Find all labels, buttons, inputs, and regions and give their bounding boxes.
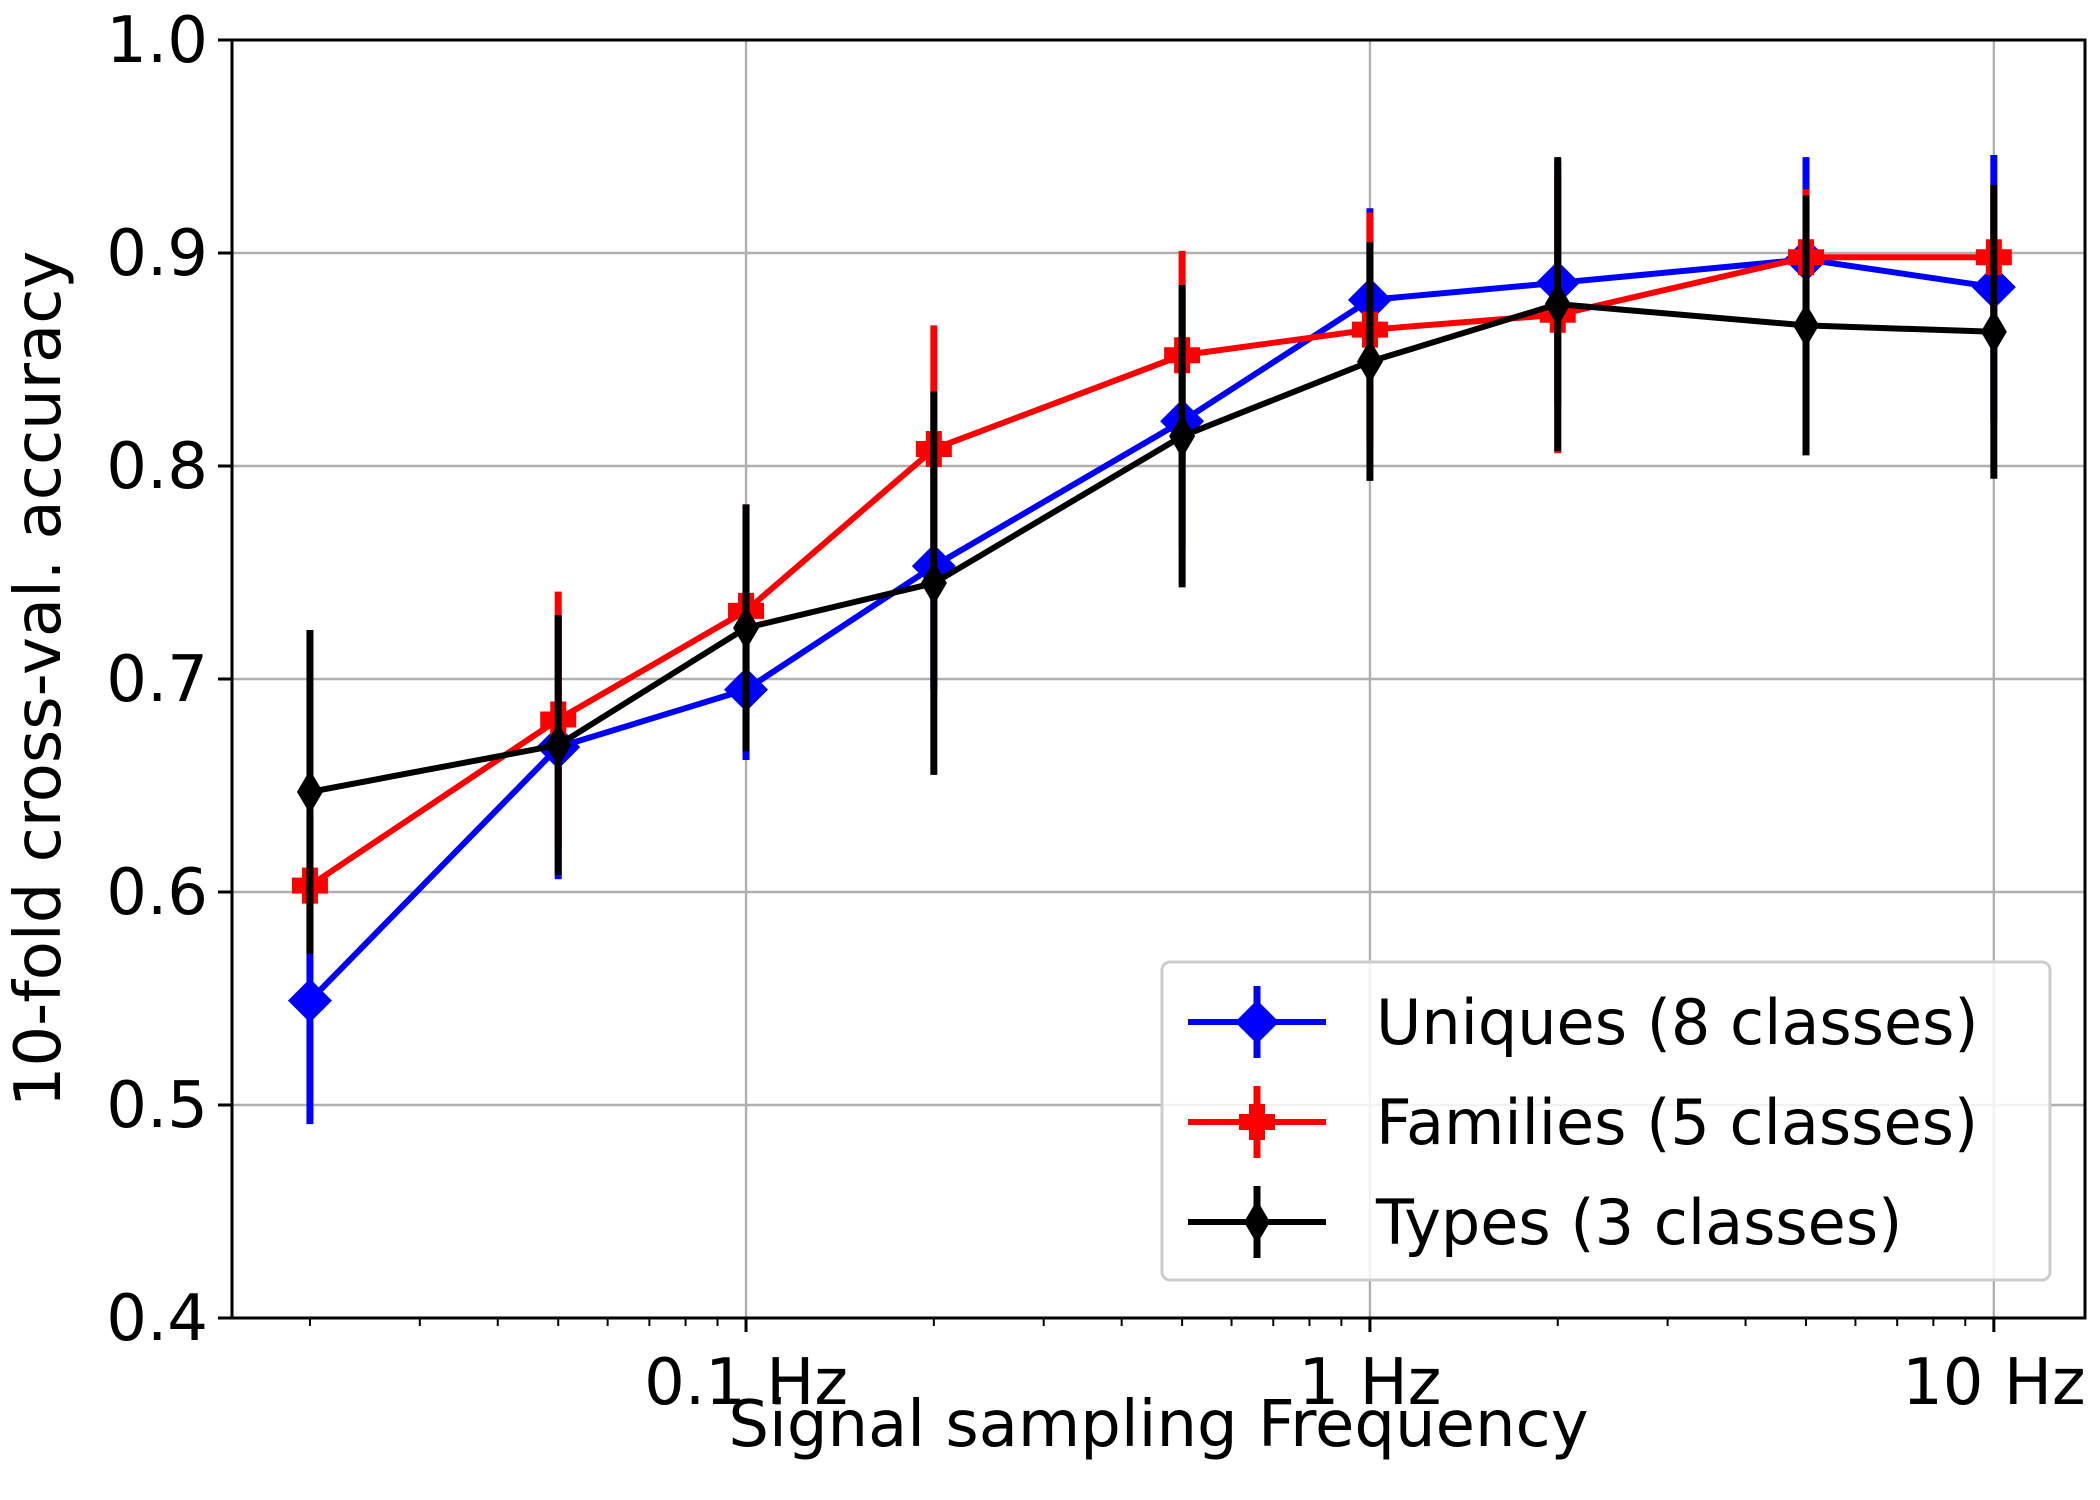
x-axis-ticks: 0.1 Hz 1 Hz 10 Hz [644, 1318, 2086, 1420]
y-tick-label: 0.5 [106, 1069, 208, 1143]
y-tick-label: 1.0 [106, 4, 208, 78]
data-point [1980, 309, 2007, 354]
legend-marker [1244, 1200, 1270, 1244]
legend-item-1: Uniques (8 classes) [1188, 986, 1979, 1059]
plot-frame [230, 38, 2087, 1320]
data-point [1169, 414, 1196, 459]
legend-item-3: Types (3 classes) [1188, 1186, 1902, 1259]
y-tick-label: 0.4 [106, 1282, 208, 1356]
data-point [733, 605, 760, 650]
data-point [1544, 282, 1571, 327]
x-tick-label: 1 Hz [1299, 1346, 1442, 1420]
series-3 [296, 157, 2007, 954]
x-axis-title: Signal sampling Frequency [728, 1388, 1588, 1462]
legend: Uniques (8 classes) Families (5 classes) T… [1160, 960, 2052, 1282]
legend-item-2: Families (5 classes) [1188, 1086, 1978, 1159]
data-point [296, 769, 323, 814]
legend-label: Uniques (8 classes) [1376, 986, 1979, 1059]
legend-marker [1239, 1104, 1275, 1140]
data-point [287, 978, 332, 1023]
x-tick-label: 0.1 Hz [644, 1346, 848, 1420]
y-tick-label: 0.6 [106, 856, 208, 930]
legend-label: Families (5 classes) [1376, 1086, 1978, 1159]
series-layer [287, 155, 2016, 1125]
y-axis-title: 10-fold cross-val. accuracy [2, 251, 76, 1108]
x-tick-label: 10 Hz [1902, 1346, 2086, 1420]
y-tick-label: 0.7 [106, 643, 208, 717]
data-point [920, 561, 947, 606]
legend-box [1160, 960, 2052, 1282]
data-point [1356, 339, 1383, 384]
data-point [1793, 303, 1820, 348]
y-tick-label: 0.8 [106, 430, 208, 504]
legend-label: Types (3 classes) [1375, 1186, 1902, 1259]
y-tick-label: 0.9 [106, 217, 208, 291]
data-point [545, 723, 572, 768]
legend-marker [1235, 1000, 1279, 1044]
y-axis-ticks: 0.4 0.5 0.6 0.7 0.8 0.9 1.0 [106, 4, 232, 1356]
